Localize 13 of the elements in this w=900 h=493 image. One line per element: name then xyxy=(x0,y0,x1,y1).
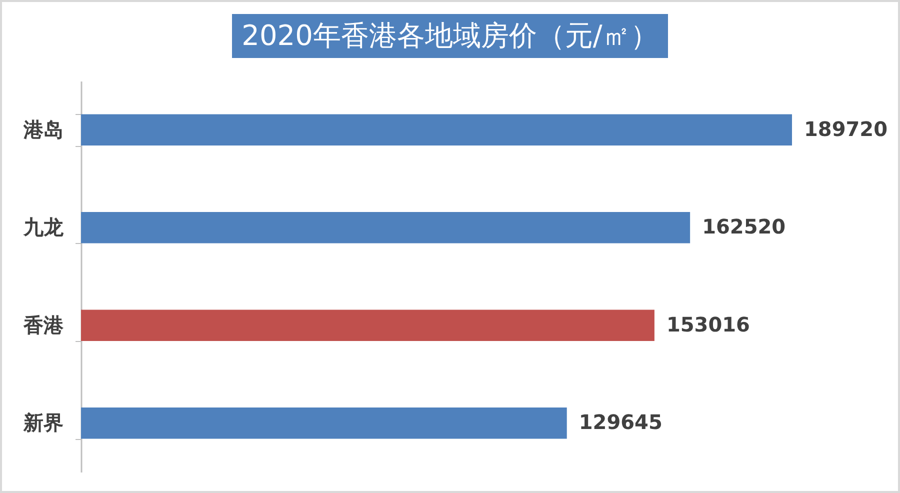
bar xyxy=(81,407,567,439)
data-label: 189720 xyxy=(804,116,888,141)
data-label: 162520 xyxy=(702,214,786,239)
y-tick-label: 新界 xyxy=(22,410,64,435)
bar xyxy=(81,212,690,244)
bar xyxy=(81,114,792,146)
data-label: 129645 xyxy=(578,410,662,434)
y-tick-label: 港岛 xyxy=(22,117,64,142)
bar xyxy=(81,310,654,342)
y-tick-label: 香港 xyxy=(22,312,64,337)
chart-title: 2020年香港各地域房价（元/㎡） xyxy=(232,14,668,58)
y-tick-label: 九龙 xyxy=(22,215,64,240)
data-label: 153016 xyxy=(666,312,750,336)
